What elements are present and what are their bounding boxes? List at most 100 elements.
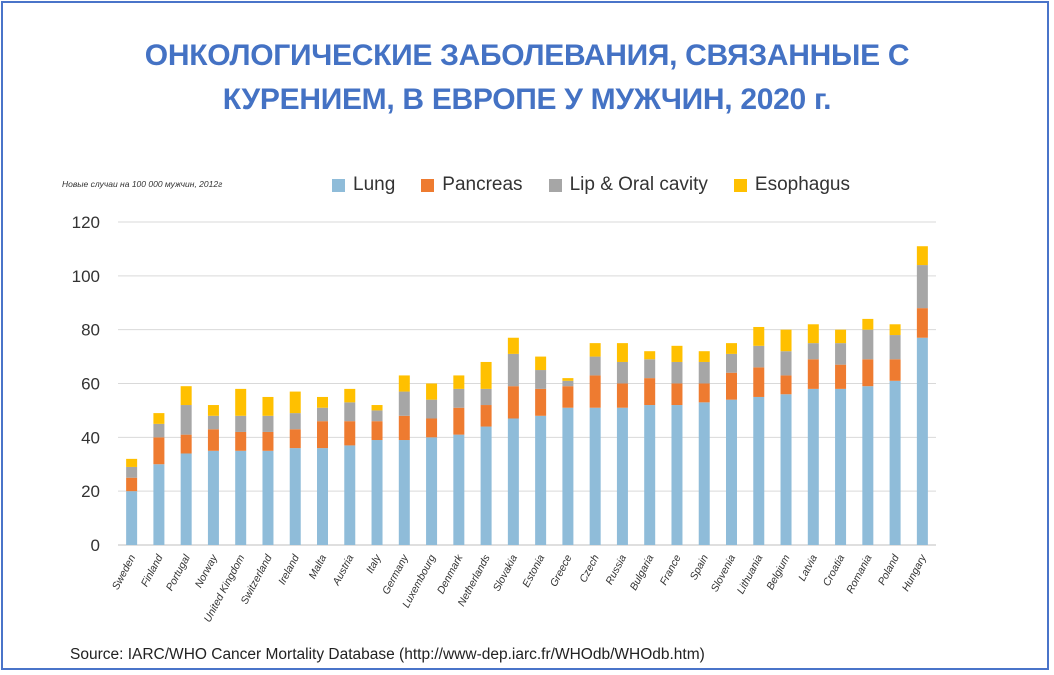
bar-portugal-esophagus xyxy=(181,386,192,405)
x-tick-label: Slovakia xyxy=(491,553,520,594)
x-tick-label: Austria xyxy=(330,553,356,589)
y-tick-label: 20 xyxy=(81,482,100,501)
bar-malta-esophagus xyxy=(317,397,328,408)
bar-italy-pancreas xyxy=(372,421,383,440)
y-tick-label: 60 xyxy=(81,375,100,394)
bar-germany-lip-oral-cavity xyxy=(399,392,410,416)
bar-ireland-pancreas xyxy=(290,429,301,448)
bar-czech-lung xyxy=(590,408,601,545)
x-tick-label: Germany xyxy=(380,552,411,596)
bar-poland-lung xyxy=(890,381,901,545)
bar-denmark-lung xyxy=(453,435,464,545)
x-tick-label: Greece xyxy=(548,553,575,589)
bar-ireland-lip-oral-cavity xyxy=(290,413,301,429)
bar-slovenia-lung xyxy=(726,400,737,545)
x-tick-label: Ireland xyxy=(276,552,302,587)
x-tick-label: Finland xyxy=(139,552,166,589)
bar-austria-lip-oral-cavity xyxy=(344,402,355,421)
bar-belgium-lip-oral-cavity xyxy=(781,351,792,375)
x-tick-label: Belgium xyxy=(764,553,793,592)
bar-switzerland-lip-oral-cavity xyxy=(262,416,273,432)
bar-greece-lip-oral-cavity xyxy=(562,381,573,386)
x-tick-label: Russia xyxy=(603,553,629,587)
bar-finland-lip-oral-cavity xyxy=(153,424,164,437)
bar-slovenia-esophagus xyxy=(726,343,737,354)
bar-latvia-lung xyxy=(808,389,819,545)
bar-slovakia-lip-oral-cavity xyxy=(508,354,519,386)
bar-russia-lip-oral-cavity xyxy=(617,362,628,384)
bar-russia-pancreas xyxy=(617,384,628,408)
bar-croatia-lung xyxy=(835,389,846,545)
source-note: Source: IARC/WHO Cancer Mortality Databa… xyxy=(70,646,705,664)
x-tick-label: Hungary xyxy=(900,552,930,593)
bar-romania-lip-oral-cavity xyxy=(862,330,873,360)
bar-austria-pancreas xyxy=(344,421,355,445)
bar-ireland-esophagus xyxy=(290,392,301,414)
bar-lithuania-esophagus xyxy=(753,327,764,346)
bar-italy-lip-oral-cavity xyxy=(372,410,383,421)
bar-france-lung xyxy=(671,405,682,545)
bar-france-pancreas xyxy=(671,384,682,406)
bar-united-kingdom-pancreas xyxy=(235,432,246,451)
bar-united-kingdom-lung xyxy=(235,451,246,545)
bar-romania-lung xyxy=(862,386,873,545)
bar-germany-esophagus xyxy=(399,375,410,391)
bar-austria-lung xyxy=(344,445,355,545)
bar-sweden-pancreas xyxy=(126,478,137,491)
bar-latvia-lip-oral-cavity xyxy=(808,343,819,359)
bar-estonia-lip-oral-cavity xyxy=(535,370,546,389)
x-tick-label: Poland xyxy=(876,552,902,588)
bar-malta-lip-oral-cavity xyxy=(317,408,328,421)
bar-romania-esophagus xyxy=(862,319,873,330)
bar-greece-esophagus xyxy=(562,378,573,381)
x-tick-label: Estonia xyxy=(520,553,547,590)
bar-russia-esophagus xyxy=(617,343,628,362)
bar-greece-lung xyxy=(562,408,573,545)
bar-italy-esophagus xyxy=(372,405,383,410)
bar-austria-esophagus xyxy=(344,389,355,402)
y-tick-label: 0 xyxy=(91,536,100,555)
x-tick-label: Czech xyxy=(577,553,602,585)
y-tick-label: 100 xyxy=(72,267,100,286)
bar-germany-lung xyxy=(399,440,410,545)
bar-estonia-pancreas xyxy=(535,389,546,416)
x-tick-label: Portugal xyxy=(164,552,193,593)
bar-norway-esophagus xyxy=(208,405,219,416)
bar-ireland-lung xyxy=(290,448,301,545)
bar-luxembourg-esophagus xyxy=(426,384,437,400)
bar-croatia-esophagus xyxy=(835,330,846,343)
bar-switzerland-lung xyxy=(262,451,273,545)
bar-bulgaria-pancreas xyxy=(644,378,655,405)
bar-netherlands-esophagus xyxy=(481,362,492,389)
bar-portugal-lip-oral-cavity xyxy=(181,405,192,435)
bar-norway-lip-oral-cavity xyxy=(208,416,219,429)
bar-italy-lung xyxy=(372,440,383,545)
bar-sweden-lip-oral-cavity xyxy=(126,467,137,478)
bar-belgium-pancreas xyxy=(781,375,792,394)
bar-belgium-lung xyxy=(781,394,792,545)
bar-spain-pancreas xyxy=(699,384,710,403)
bar-united-kingdom-esophagus xyxy=(235,389,246,416)
x-tick-label: Italy xyxy=(364,552,384,575)
bar-norway-lung xyxy=(208,451,219,545)
bar-netherlands-lung xyxy=(481,427,492,545)
y-tick-label: 80 xyxy=(81,321,100,340)
bar-malta-lung xyxy=(317,448,328,545)
x-tick-label: Sweden xyxy=(110,553,138,592)
x-tick-label: Slovenia xyxy=(709,553,739,594)
x-tick-label: France xyxy=(658,553,684,588)
bar-finland-pancreas xyxy=(153,437,164,464)
bar-hungary-pancreas xyxy=(917,308,928,338)
bar-denmark-lip-oral-cavity xyxy=(453,389,464,408)
bar-lithuania-lung xyxy=(753,397,764,545)
bar-latvia-pancreas xyxy=(808,359,819,389)
bar-croatia-lip-oral-cavity xyxy=(835,343,846,365)
bar-luxembourg-pancreas xyxy=(426,418,437,437)
bar-sweden-lung xyxy=(126,491,137,545)
bar-czech-pancreas xyxy=(590,375,601,407)
bar-france-esophagus xyxy=(671,346,682,362)
bar-slovakia-esophagus xyxy=(508,338,519,354)
bar-poland-esophagus xyxy=(890,324,901,335)
bar-luxembourg-lung xyxy=(426,437,437,545)
